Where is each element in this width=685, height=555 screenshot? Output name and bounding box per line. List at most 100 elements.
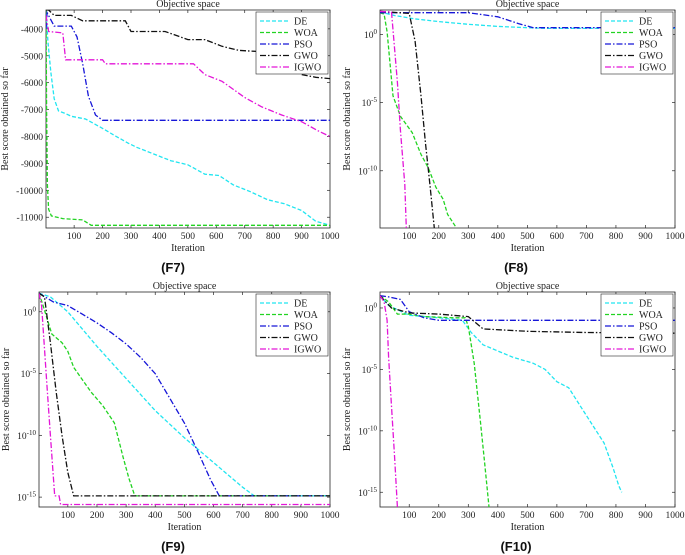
legend-label: IGWO [639, 63, 666, 74]
x-tick-label: 400 [491, 232, 506, 242]
y-tick-label: 10-10 [358, 424, 377, 437]
series-line-pso [380, 12, 675, 29]
chart-title: Objective space [496, 0, 560, 10]
x-tick-label: 700 [579, 232, 594, 242]
x-tick-label: 600 [206, 511, 221, 521]
legend-box [255, 293, 329, 357]
legend-label: WOA [294, 28, 319, 39]
chart-f7: Objective space 100 200 300 400 500 600 700 800 9… [0, 0, 340, 254]
legend-label: DE [639, 17, 652, 28]
legend-label: PSO [639, 322, 657, 333]
x-tick-label: 900 [294, 511, 309, 521]
x-tick-label: 100 [67, 232, 82, 242]
chart-f9: Objective space 100 200 300 400 500 600 700 800 9… [1, 281, 340, 533]
y-tick-label: 10-15 [358, 486, 377, 499]
legend-label: GWO [639, 333, 663, 344]
legend-label: IGWO [294, 63, 321, 74]
x-tick-label: 500 [520, 232, 535, 242]
chart-title: Objective space [153, 281, 217, 292]
series-line-de [380, 11, 675, 30]
y-axis-label: Best score obtained so far [0, 67, 11, 171]
chart-title: Objective space [156, 0, 220, 10]
legend-label: PSO [294, 40, 312, 51]
x-tick-label: 200 [95, 232, 110, 242]
series-line-woa [380, 12, 458, 228]
legend-label: IGWO [294, 345, 321, 356]
legend-label: DE [294, 299, 307, 310]
x-axis-label: Iteration [511, 243, 545, 254]
series-line-gwo [380, 10, 435, 228]
x-tick-label: 600 [550, 511, 565, 521]
x-tick-label: 600 [209, 232, 224, 242]
y-tick-label: 10-5 [362, 96, 378, 109]
x-tick-label: 200 [90, 511, 105, 521]
series-line-woa [380, 295, 490, 507]
series-line-gwo [46, 10, 330, 80]
x-tick-label: 600 [550, 232, 565, 242]
legend-box [255, 11, 329, 75]
x-tick-label: 800 [266, 232, 281, 242]
legend-label: PSO [639, 40, 657, 51]
series-line-igwo [39, 293, 330, 506]
series-line-igwo [380, 10, 407, 228]
chart-title: Objective space [496, 281, 560, 292]
series-group [39, 292, 330, 506]
legend-label: WOA [639, 310, 664, 321]
y-tick-label: 10-15 [17, 491, 36, 504]
y-tick-label: 100 [23, 305, 37, 318]
legend-box [600, 293, 674, 357]
legend-label: WOA [294, 310, 319, 321]
x-axis-label: Iteration [171, 243, 205, 254]
series-group [46, 10, 330, 226]
series-line-de [380, 295, 623, 493]
x-tick-label: 400 [491, 511, 506, 521]
series-line-pso [46, 10, 330, 121]
series-group [380, 295, 675, 507]
series-line-de [39, 292, 330, 497]
y-axis-label: Best score obtained so far [342, 67, 353, 171]
x-tick-label: 200 [432, 511, 447, 521]
x-tick-label: 1000 [666, 232, 685, 242]
y-axis-label: Best score obtained so far [342, 347, 353, 451]
x-tick-label: 100 [402, 511, 417, 521]
legend-label: GWO [294, 51, 318, 62]
chart-f8: Objective space 100 200 300 400 500 600 700 800 9… [342, 0, 685, 254]
legend-box [600, 11, 674, 75]
y-tick-label: 10-10 [358, 164, 377, 177]
y-tick-label: -5000 [21, 52, 43, 62]
x-tick-label: 100 [61, 511, 76, 521]
x-tick-label: 400 [152, 232, 167, 242]
y-tick-label: -9000 [21, 160, 43, 170]
legend-label: IGWO [639, 345, 666, 356]
x-axis-label: Iteration [511, 522, 545, 533]
series-line-gwo [380, 295, 675, 334]
y-tick-label: 100 [364, 301, 378, 314]
y-tick-label: 10-5 [21, 367, 37, 380]
x-tick-label: 300 [461, 232, 476, 242]
x-tick-label: 800 [265, 511, 280, 521]
series-line-gwo [39, 292, 330, 497]
x-tick-label: 1000 [666, 511, 685, 521]
x-tick-label: 500 [520, 511, 535, 521]
x-tick-label: 300 [119, 511, 134, 521]
x-tick-label: 100 [402, 232, 417, 242]
y-axis-label: Best score obtained so far [1, 347, 12, 451]
series-line-pso [380, 295, 675, 321]
x-tick-label: 900 [638, 232, 653, 242]
x-tick-label: 1000 [321, 511, 340, 521]
x-tick-label: 700 [235, 511, 250, 521]
y-tick-label: -11000 [16, 214, 43, 224]
legend-label: DE [639, 299, 652, 310]
y-tick-label: -8000 [21, 133, 43, 143]
y-tick-label: 10-5 [362, 363, 378, 376]
series-line-pso [39, 292, 330, 497]
x-tick-label: 200 [432, 232, 447, 242]
x-tick-label: 300 [461, 511, 476, 521]
x-tick-label: 900 [294, 232, 309, 242]
panel-caption: (F10) [500, 539, 531, 554]
y-tick-label: 10-10 [17, 429, 36, 442]
